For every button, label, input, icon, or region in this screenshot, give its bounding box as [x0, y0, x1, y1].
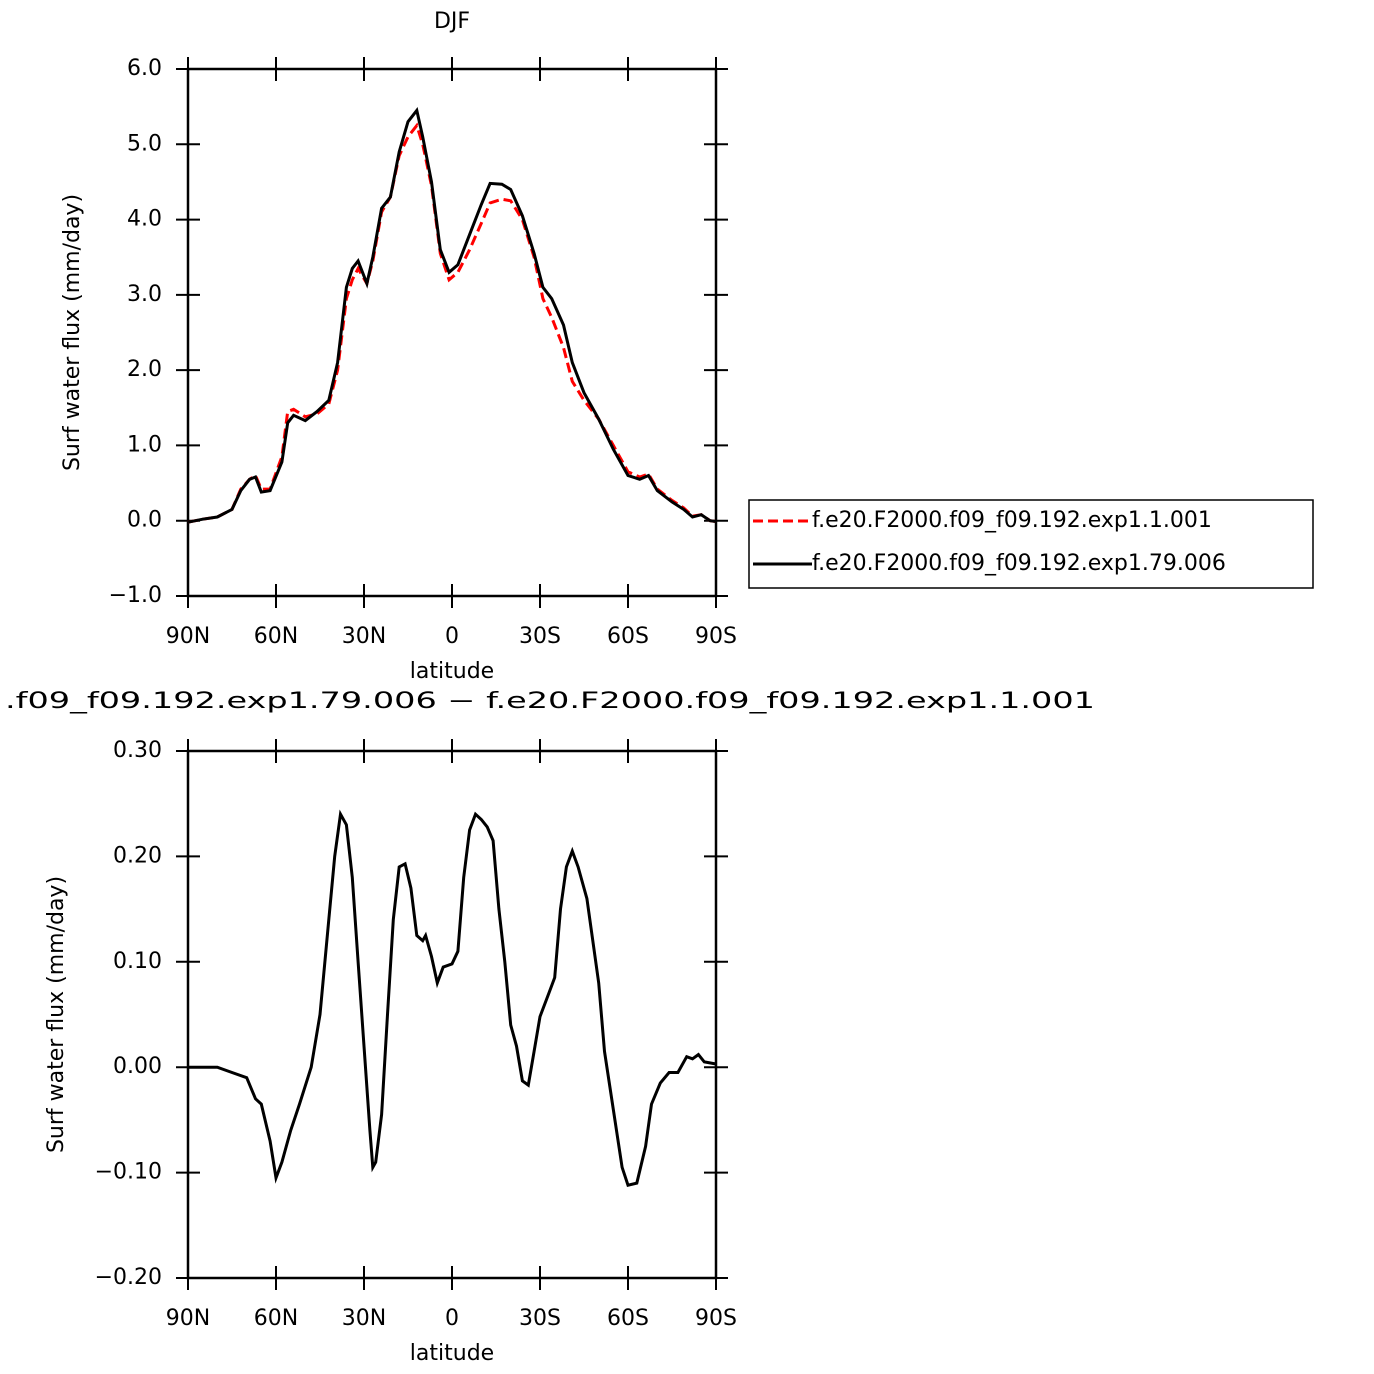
y-tick-label: 2.0 [127, 357, 162, 382]
y-tick-label: 5.0 [127, 131, 162, 156]
y-tick-label: 0.30 [113, 738, 162, 763]
data-line [187, 122, 717, 524]
y-tick-label: 0.10 [113, 949, 162, 974]
data-line [187, 106, 717, 524]
data-line [188, 809, 717, 1187]
x-tick-label: 90N [166, 624, 210, 649]
x-tick-label: 0 [445, 624, 459, 649]
x-tick-label: 60N [254, 1306, 298, 1331]
chart-title: DJF [434, 9, 470, 34]
x-tick-label: 60N [254, 624, 298, 649]
x-tick-label: 60S [607, 624, 649, 649]
x-tick-label: 90N [166, 1306, 210, 1331]
x-tick-label: 30S [519, 624, 561, 649]
y-tick-label: −1.0 [109, 583, 162, 608]
plot-frame [186, 749, 718, 1280]
x-tick-label: 30N [342, 624, 386, 649]
y-tick-label: −0.10 [95, 1160, 162, 1185]
x-tick-label: 60S [607, 1306, 649, 1331]
chart-title: .f09_f09.192.exp1.79.006 − f.e20.F2000.f… [5, 689, 1095, 714]
y-tick-label: 0.0 [127, 508, 162, 533]
y-axis-label: Surf water flux (mm/day) [60, 194, 85, 471]
y-tick-label: 6.0 [127, 56, 162, 81]
x-axis-label: latitude [410, 1341, 494, 1366]
legend-box [748, 499, 1314, 589]
x-tick-label: 30N [342, 1306, 386, 1331]
y-tick-label: 0.20 [113, 843, 162, 868]
legend-label: f.e20.F2000.f09_f09.192.exp1.79.006 [812, 551, 1226, 576]
x-tick-label: 90S [695, 624, 737, 649]
y-tick-label: 0.00 [113, 1054, 162, 1079]
y-tick-label: 1.0 [127, 432, 162, 457]
y-tick-label: 3.0 [127, 282, 162, 307]
plot-frame [186, 67, 718, 598]
y-tick-label: −0.20 [95, 1265, 162, 1290]
legend-label: f.e20.F2000.f09_f09.192.exp1.1.001 [812, 508, 1212, 533]
y-tick-label: 4.0 [127, 207, 162, 232]
x-tick-label: 90S [695, 1306, 737, 1331]
y-axis-label: Surf water flux (mm/day) [44, 876, 69, 1153]
x-axis-label: latitude [410, 659, 494, 684]
x-tick-label: 30S [519, 1306, 561, 1331]
x-tick-label: 0 [445, 1306, 459, 1331]
